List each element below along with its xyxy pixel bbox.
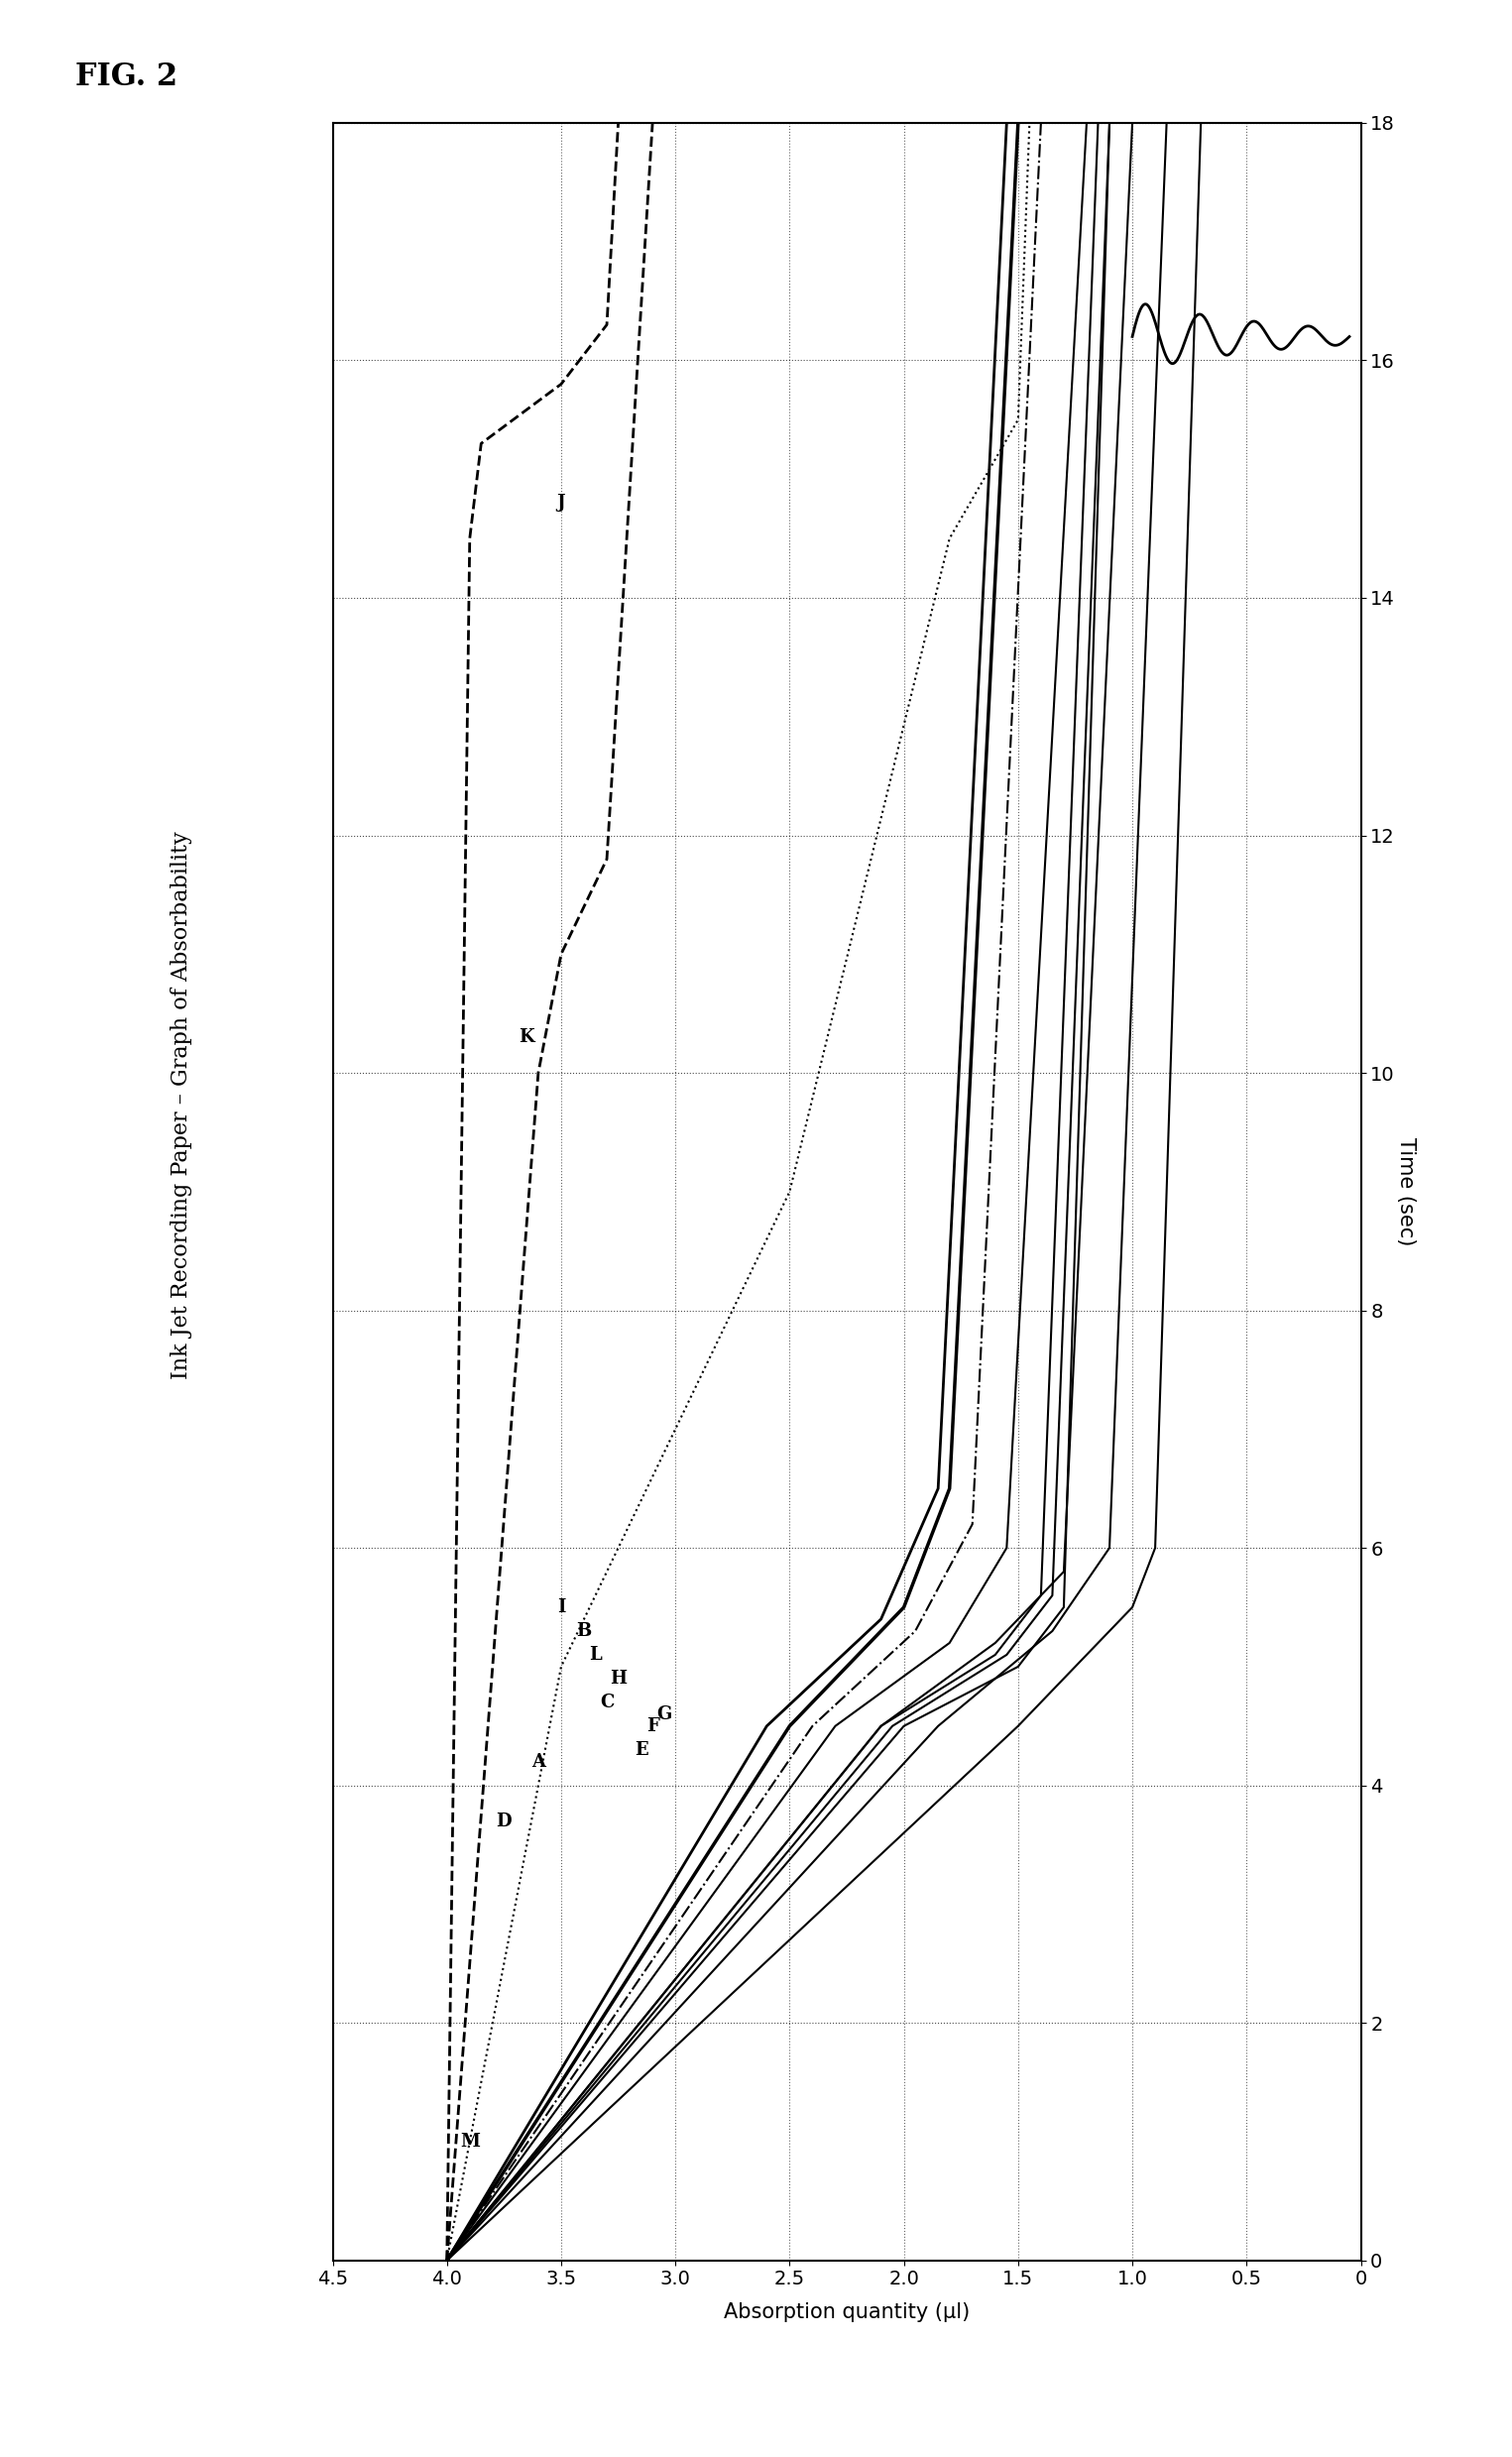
Text: I: I	[556, 1600, 565, 1617]
Text: B: B	[576, 1622, 591, 1639]
Text: Ink Jet Recording Paper – Graph of Absorbability: Ink Jet Recording Paper – Graph of Absor…	[171, 830, 192, 1381]
Text: K: K	[519, 1029, 535, 1047]
Text: A: A	[531, 1752, 546, 1771]
Text: G: G	[656, 1705, 671, 1722]
Text: F: F	[646, 1717, 659, 1735]
Text: D: D	[496, 1813, 511, 1830]
Y-axis label: Time (sec): Time (sec)	[1396, 1138, 1415, 1246]
Text: FIG. 2: FIG. 2	[76, 61, 178, 93]
Text: M: M	[460, 2133, 479, 2150]
Text: C: C	[600, 1693, 614, 1710]
Text: H: H	[609, 1671, 626, 1688]
X-axis label: Absorption quantity (μl): Absorption quantity (μl)	[724, 2302, 969, 2322]
Text: E: E	[635, 1742, 647, 1759]
Text: L: L	[590, 1646, 602, 1663]
Text: J: J	[556, 494, 565, 511]
